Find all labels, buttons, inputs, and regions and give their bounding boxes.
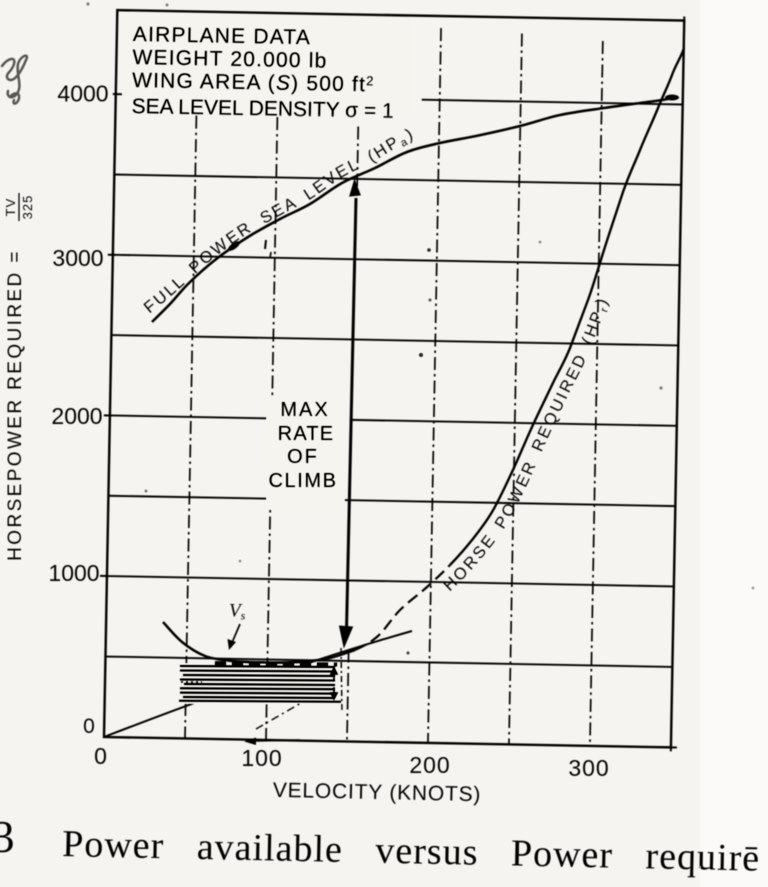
svg-text:200: 200 [409,752,450,778]
svg-text:0: 0 [83,715,95,738]
svg-text:WING AREA (S) 500 ft2: WING AREA (S) 500 ft2 [132,69,375,96]
svg-text:WEIGHT 20.000 lb: WEIGHT 20.000 lb [132,46,327,73]
svg-text:TV: TV [3,198,18,217]
svg-text:325: 325 [20,195,35,220]
svg-text:AIRPLANE DATA: AIRPLANE DATA [133,23,312,49]
svg-text:3: 3 [0,812,15,862]
svg-text:HORSEPOWER REQUIRED =: HORSEPOWER REQUIRED = [5,249,26,561]
svg-text:300: 300 [568,755,609,781]
svg-text:VELOCITY (KNOTS): VELOCITY (KNOTS) [273,779,482,806]
svg-text:100: 100 [241,745,282,771]
svg-text:1000: 1000 [48,560,99,586]
svg-text:CLIMB: CLIMB [268,470,337,492]
svg-text:0: 0 [94,743,108,769]
svg-text:SEA LEVEL DENSITY σ = 1: SEA LEVEL DENSITY σ = 1 [131,95,394,123]
svg-text:RATE: RATE [278,423,335,445]
svg-text:OF: OF [287,446,319,468]
svg-text:3000: 3000 [52,245,103,271]
svg-text:2000: 2000 [51,403,102,429]
svg-text:MAX: MAX [280,399,329,421]
svg-text:4000: 4000 [57,81,108,107]
